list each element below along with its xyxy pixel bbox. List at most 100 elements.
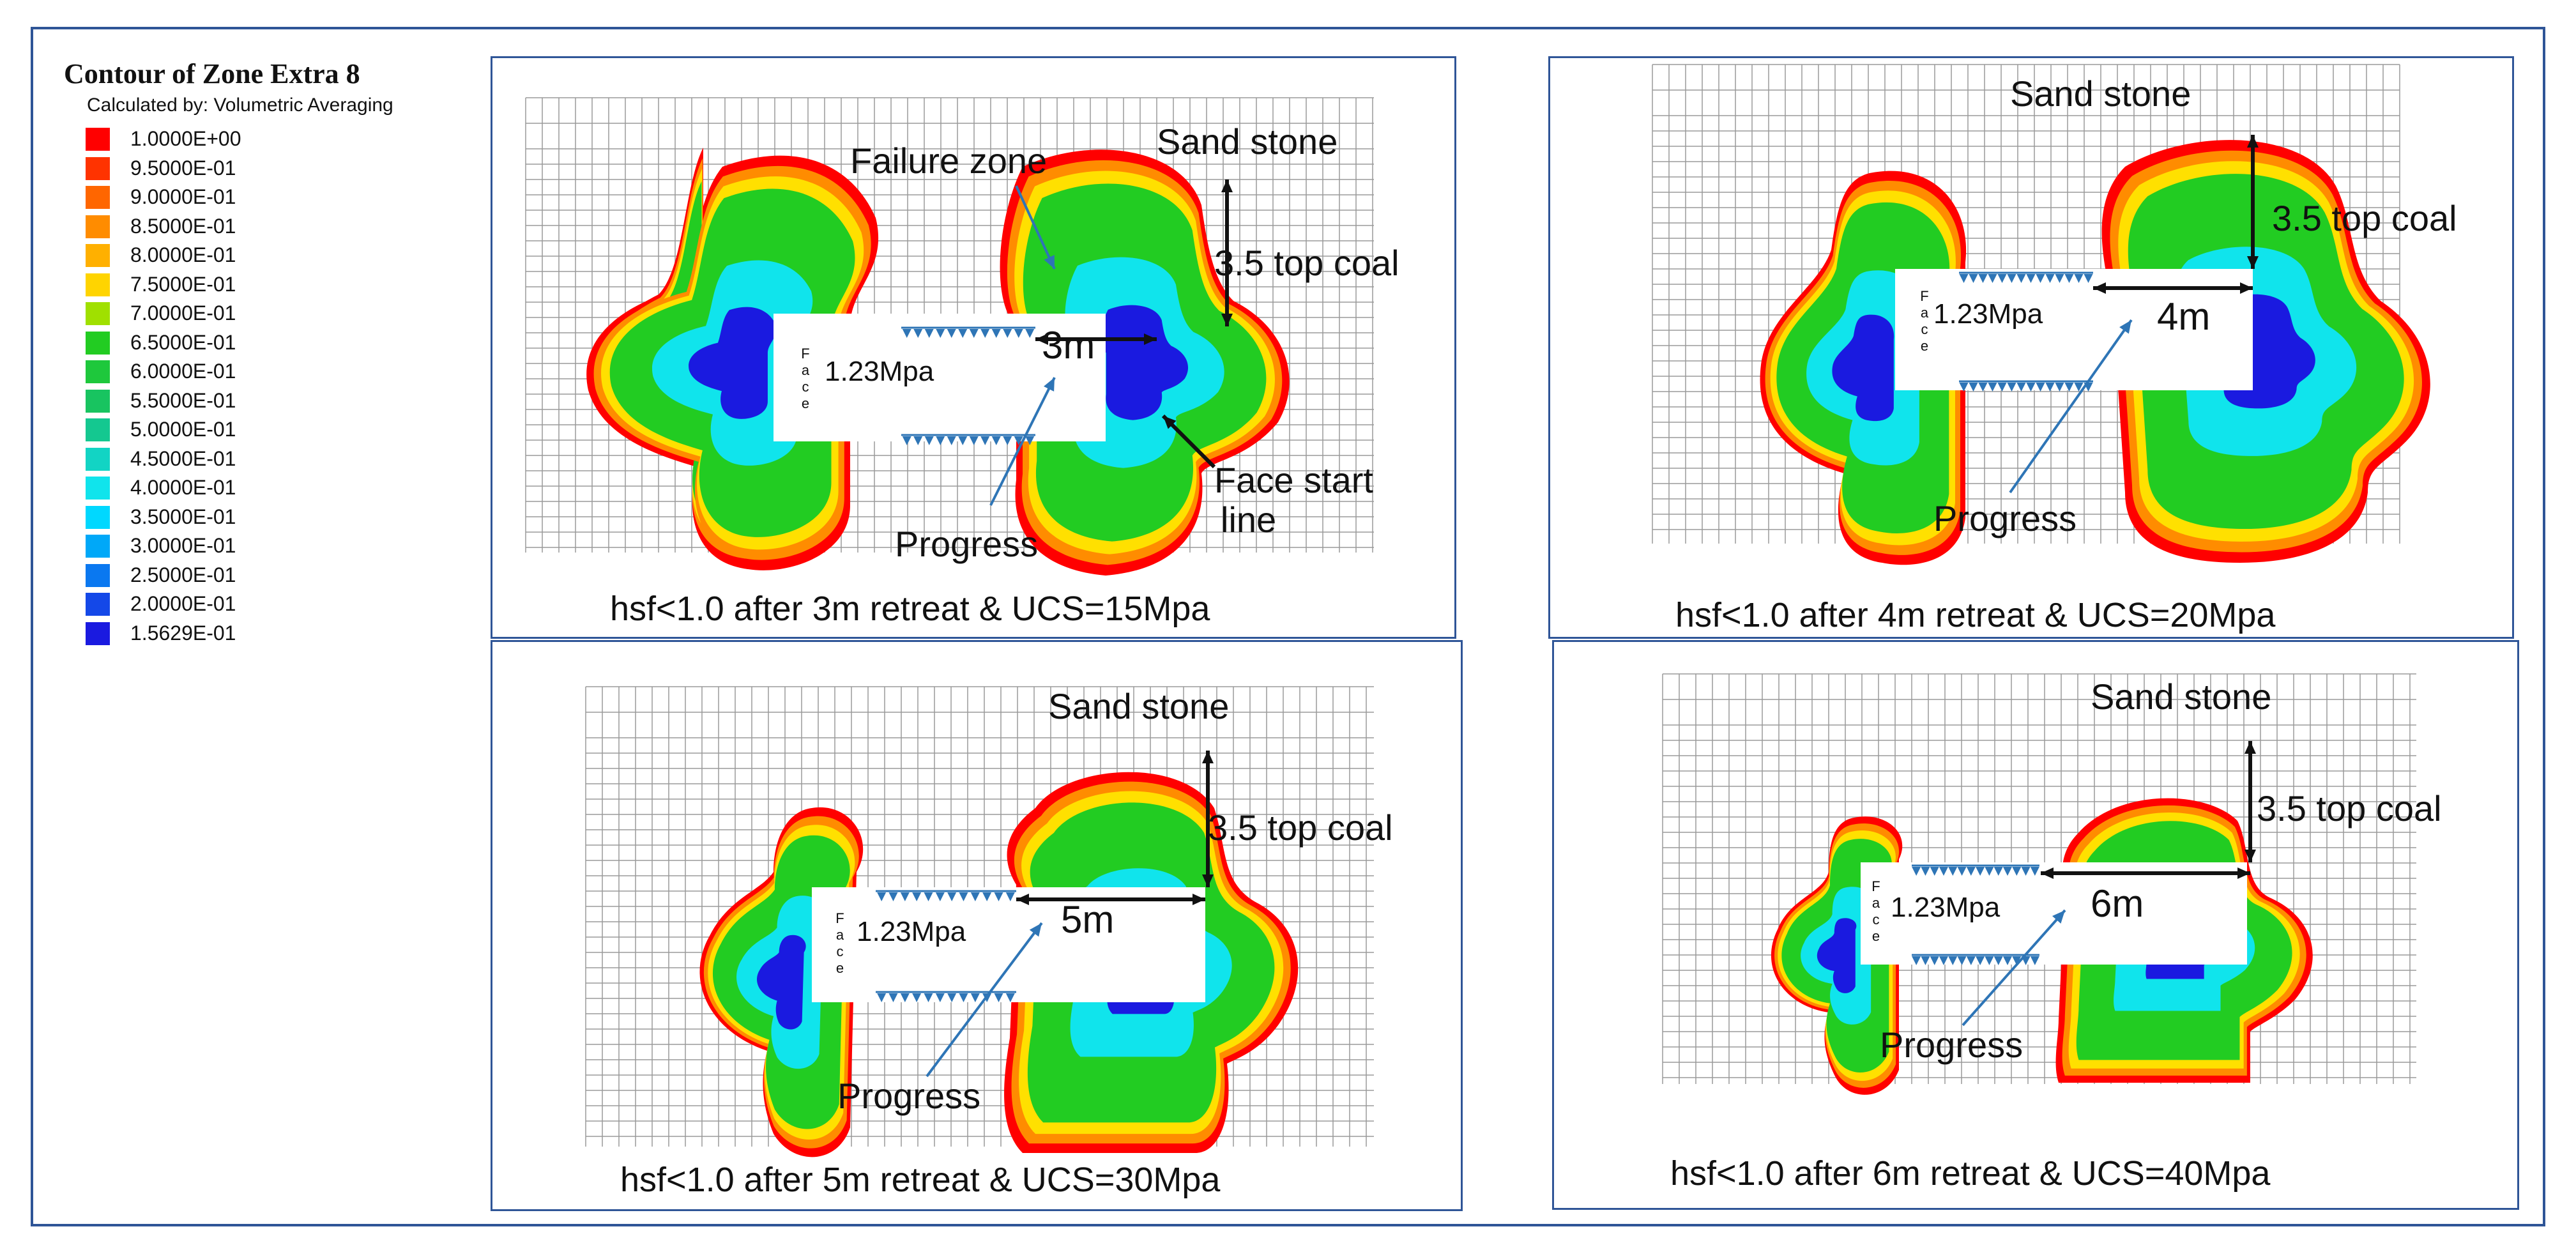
arrowhead <box>2052 910 2065 924</box>
panel-3m-diagram: Sand stone Failure zone 3.5 top coal 1.2… <box>525 97 1399 628</box>
progress-pointer <box>2009 319 2133 494</box>
pressure-arrow <box>877 892 887 901</box>
face-letter: a <box>802 362 810 378</box>
pressure-arrow <box>2030 867 2039 876</box>
legend-value: 8.5000E-01 <box>130 214 236 238</box>
legend-swatch <box>86 215 110 238</box>
pressure-arrow <box>982 892 992 901</box>
pressure-label: 1.23Mpa <box>825 356 934 387</box>
pressure-arrow <box>1978 383 1988 392</box>
pressure-arrow <box>1005 892 1015 901</box>
retreat-distance: 6m <box>2091 882 2144 925</box>
panel-caption: hsf<1.0 after 6m retreat & UCS=40Mpa <box>1670 1154 2271 1193</box>
legend-title: Contour of Zone Extra 8 <box>64 58 360 89</box>
contour-band <box>1832 314 1894 422</box>
contour-band <box>1817 918 1857 993</box>
pressure-arrow <box>2045 274 2055 283</box>
pressure-arrow <box>912 892 922 901</box>
pressure-arrow <box>900 993 910 1002</box>
progress-pointer <box>1962 909 2066 1027</box>
top-coal-label: 3.5 top coal <box>2257 788 2442 828</box>
pressure-arrow <box>947 993 957 1002</box>
legend-value: 4.0000E-01 <box>130 476 236 499</box>
annotation-arrows <box>1016 751 1214 905</box>
legend-value: 8.0000E-01 <box>130 243 236 266</box>
legend-entry: 4.5000E-01 <box>86 447 494 471</box>
legend-value: 2.0000E-01 <box>130 592 236 615</box>
pressure-arrow <box>913 436 923 445</box>
pressure-arrow <box>2003 867 2012 876</box>
pressure-arrow <box>1997 274 2007 283</box>
annotation-arrows <box>2093 135 2259 294</box>
sandstone-label: Sand stone <box>2010 73 2191 114</box>
legend-entry: 9.5000E-01 <box>86 156 494 180</box>
pressure-arrow <box>2074 383 2084 392</box>
pressure-arrow <box>1025 436 1035 445</box>
pressure-arrow <box>959 993 968 1002</box>
panel-caption: hsf<1.0 after 4m retreat & UCS=20Mpa <box>1675 596 2276 634</box>
panel-3m-retreat: Sand stone Failure zone 3.5 top coal 1.2… <box>491 56 1456 639</box>
pressure-arrow <box>1014 436 1023 445</box>
pressure-arrow <box>1985 867 1994 876</box>
pressure-arrow <box>2016 383 2026 392</box>
pressure-arrow <box>969 329 979 338</box>
legend-value: 5.5000E-01 <box>130 388 236 412</box>
arrowhead <box>2237 867 2250 879</box>
pressure-arrow <box>2064 274 2074 283</box>
face-letter: F <box>801 346 809 362</box>
pressure-arrow <box>1969 383 1978 392</box>
pressure-arrow <box>1993 867 2003 876</box>
pointer-arrows <box>2009 319 2133 494</box>
pressure-arrow <box>970 892 980 901</box>
progress-label: Progress <box>1880 1025 2023 1065</box>
arrowhead <box>2093 282 2106 294</box>
pressure-arrow <box>1993 956 2003 965</box>
legend-entry: 2.5000E-01 <box>86 563 494 587</box>
legend-value: 3.5000E-01 <box>130 505 236 528</box>
pressure-arrow <box>959 892 968 901</box>
pressure-arrow <box>2026 274 2036 283</box>
pressure-arrow <box>1997 383 2007 392</box>
pressure-arrow <box>2055 274 2064 283</box>
pressure-arrow <box>1912 867 1921 876</box>
pressure-arrow <box>2064 383 2074 392</box>
face-letter: e <box>836 960 844 976</box>
legend-swatch <box>86 535 110 558</box>
pressure-arrow <box>2074 274 2084 283</box>
progress-label: Progress <box>837 1076 980 1116</box>
panel-4m-diagram: Sand stone 3.5 top coal 1.23Mpa 4m Progr… <box>1652 64 2457 634</box>
legend-value: 9.0000E-01 <box>130 185 236 208</box>
floor-support-arrows <box>901 434 1035 445</box>
pressure-arrow <box>1976 956 1985 965</box>
face-letter: F <box>1871 878 1880 894</box>
pressure-arrow <box>936 436 945 445</box>
face-marker: Face <box>801 346 810 411</box>
legend-swatch <box>86 331 110 355</box>
pressure-arrow <box>1978 274 1988 283</box>
pressure-arrow <box>1014 329 1023 338</box>
arrowhead <box>2244 741 2256 754</box>
legend-entry: 5.5000E-01 <box>86 388 494 413</box>
pressure-arrow <box>991 329 1001 338</box>
legend-swatch <box>86 622 110 645</box>
face-marker: Face <box>1920 288 1929 354</box>
legend-entry: 8.0000E-01 <box>86 243 494 267</box>
face-letter: a <box>1921 305 1929 321</box>
face-start-label-line2: line <box>1221 500 1276 540</box>
pressure-arrow <box>958 329 968 338</box>
pressure-arrow <box>991 436 1001 445</box>
arrowhead <box>1202 751 1214 763</box>
legend-value: 6.0000E-01 <box>130 360 236 383</box>
legend-entry: 7.0000E-01 <box>86 302 494 325</box>
floor-support-arrows <box>1959 380 2093 392</box>
pressure-arrow <box>947 436 956 445</box>
legend-swatch <box>86 418 110 441</box>
legend-entry: 4.0000E-01 <box>86 476 494 500</box>
pressure-arrow <box>924 329 934 338</box>
pointer-arrows <box>926 922 1043 1078</box>
pressure-arrow <box>947 892 957 901</box>
legend-entry: 1.5629E-01 <box>86 622 494 645</box>
pressure-arrow <box>935 892 945 901</box>
progress-pointer <box>926 922 1043 1078</box>
legend-entry: 2.0000E-01 <box>86 592 494 616</box>
